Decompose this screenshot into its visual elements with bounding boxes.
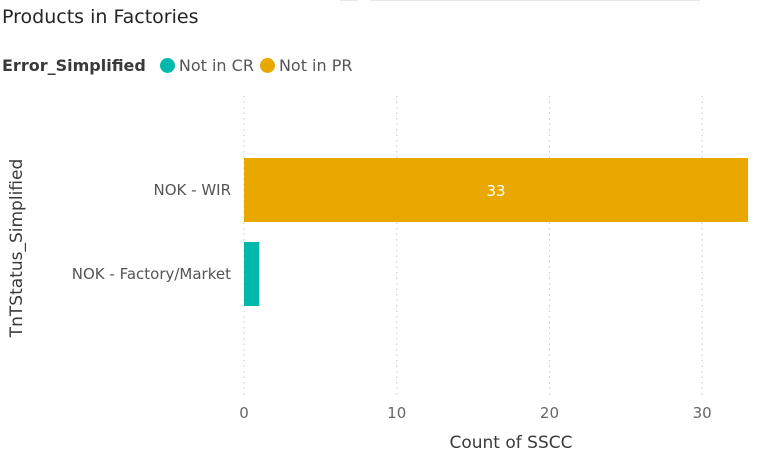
y-category-label: NOK - Factory/Market xyxy=(72,265,231,283)
x-axis-ticks: 0 10 20 30 xyxy=(239,404,712,422)
legend-title: Error_Simplified xyxy=(2,55,146,75)
legend-item-not-in-cr[interactable]: Not in CR xyxy=(159,55,254,75)
y-category-label: NOK - WIR xyxy=(154,181,232,199)
x-tick-label: 30 xyxy=(693,404,712,422)
x-tick-label: 10 xyxy=(387,404,406,422)
gridlines xyxy=(243,96,703,396)
legend-label-not-in-pr: Not in PR xyxy=(278,55,353,75)
bars xyxy=(244,158,748,306)
y-axis-categories: NOK - WIR NOK - Factory/Market xyxy=(72,181,231,283)
data-labels: 33 xyxy=(486,182,505,200)
x-tick-label: 0 xyxy=(239,404,249,422)
legend-dot-not-in-cr-icon xyxy=(159,57,175,73)
bar-not-in-cr[interactable] xyxy=(244,242,260,306)
chart-title: Products in Factories xyxy=(2,6,199,28)
header-divider-left xyxy=(340,0,358,1)
legend-label-not-in-cr: Not in CR xyxy=(178,55,254,75)
legend-item-not-in-pr[interactable]: Not in PR xyxy=(259,55,353,75)
legend-dot-not-in-pr-icon xyxy=(259,57,275,73)
y-axis-title: TnTStatus_Simplified xyxy=(7,159,27,338)
x-axis-title: Count of SSCC xyxy=(449,433,572,453)
bar-not-in-pr[interactable] xyxy=(244,158,748,222)
header-divider-right xyxy=(370,0,700,1)
data-label: 33 xyxy=(486,182,505,200)
x-tick-label: 20 xyxy=(540,404,559,422)
legend: Error_Simplified Not in CR Not in PR xyxy=(2,54,359,76)
